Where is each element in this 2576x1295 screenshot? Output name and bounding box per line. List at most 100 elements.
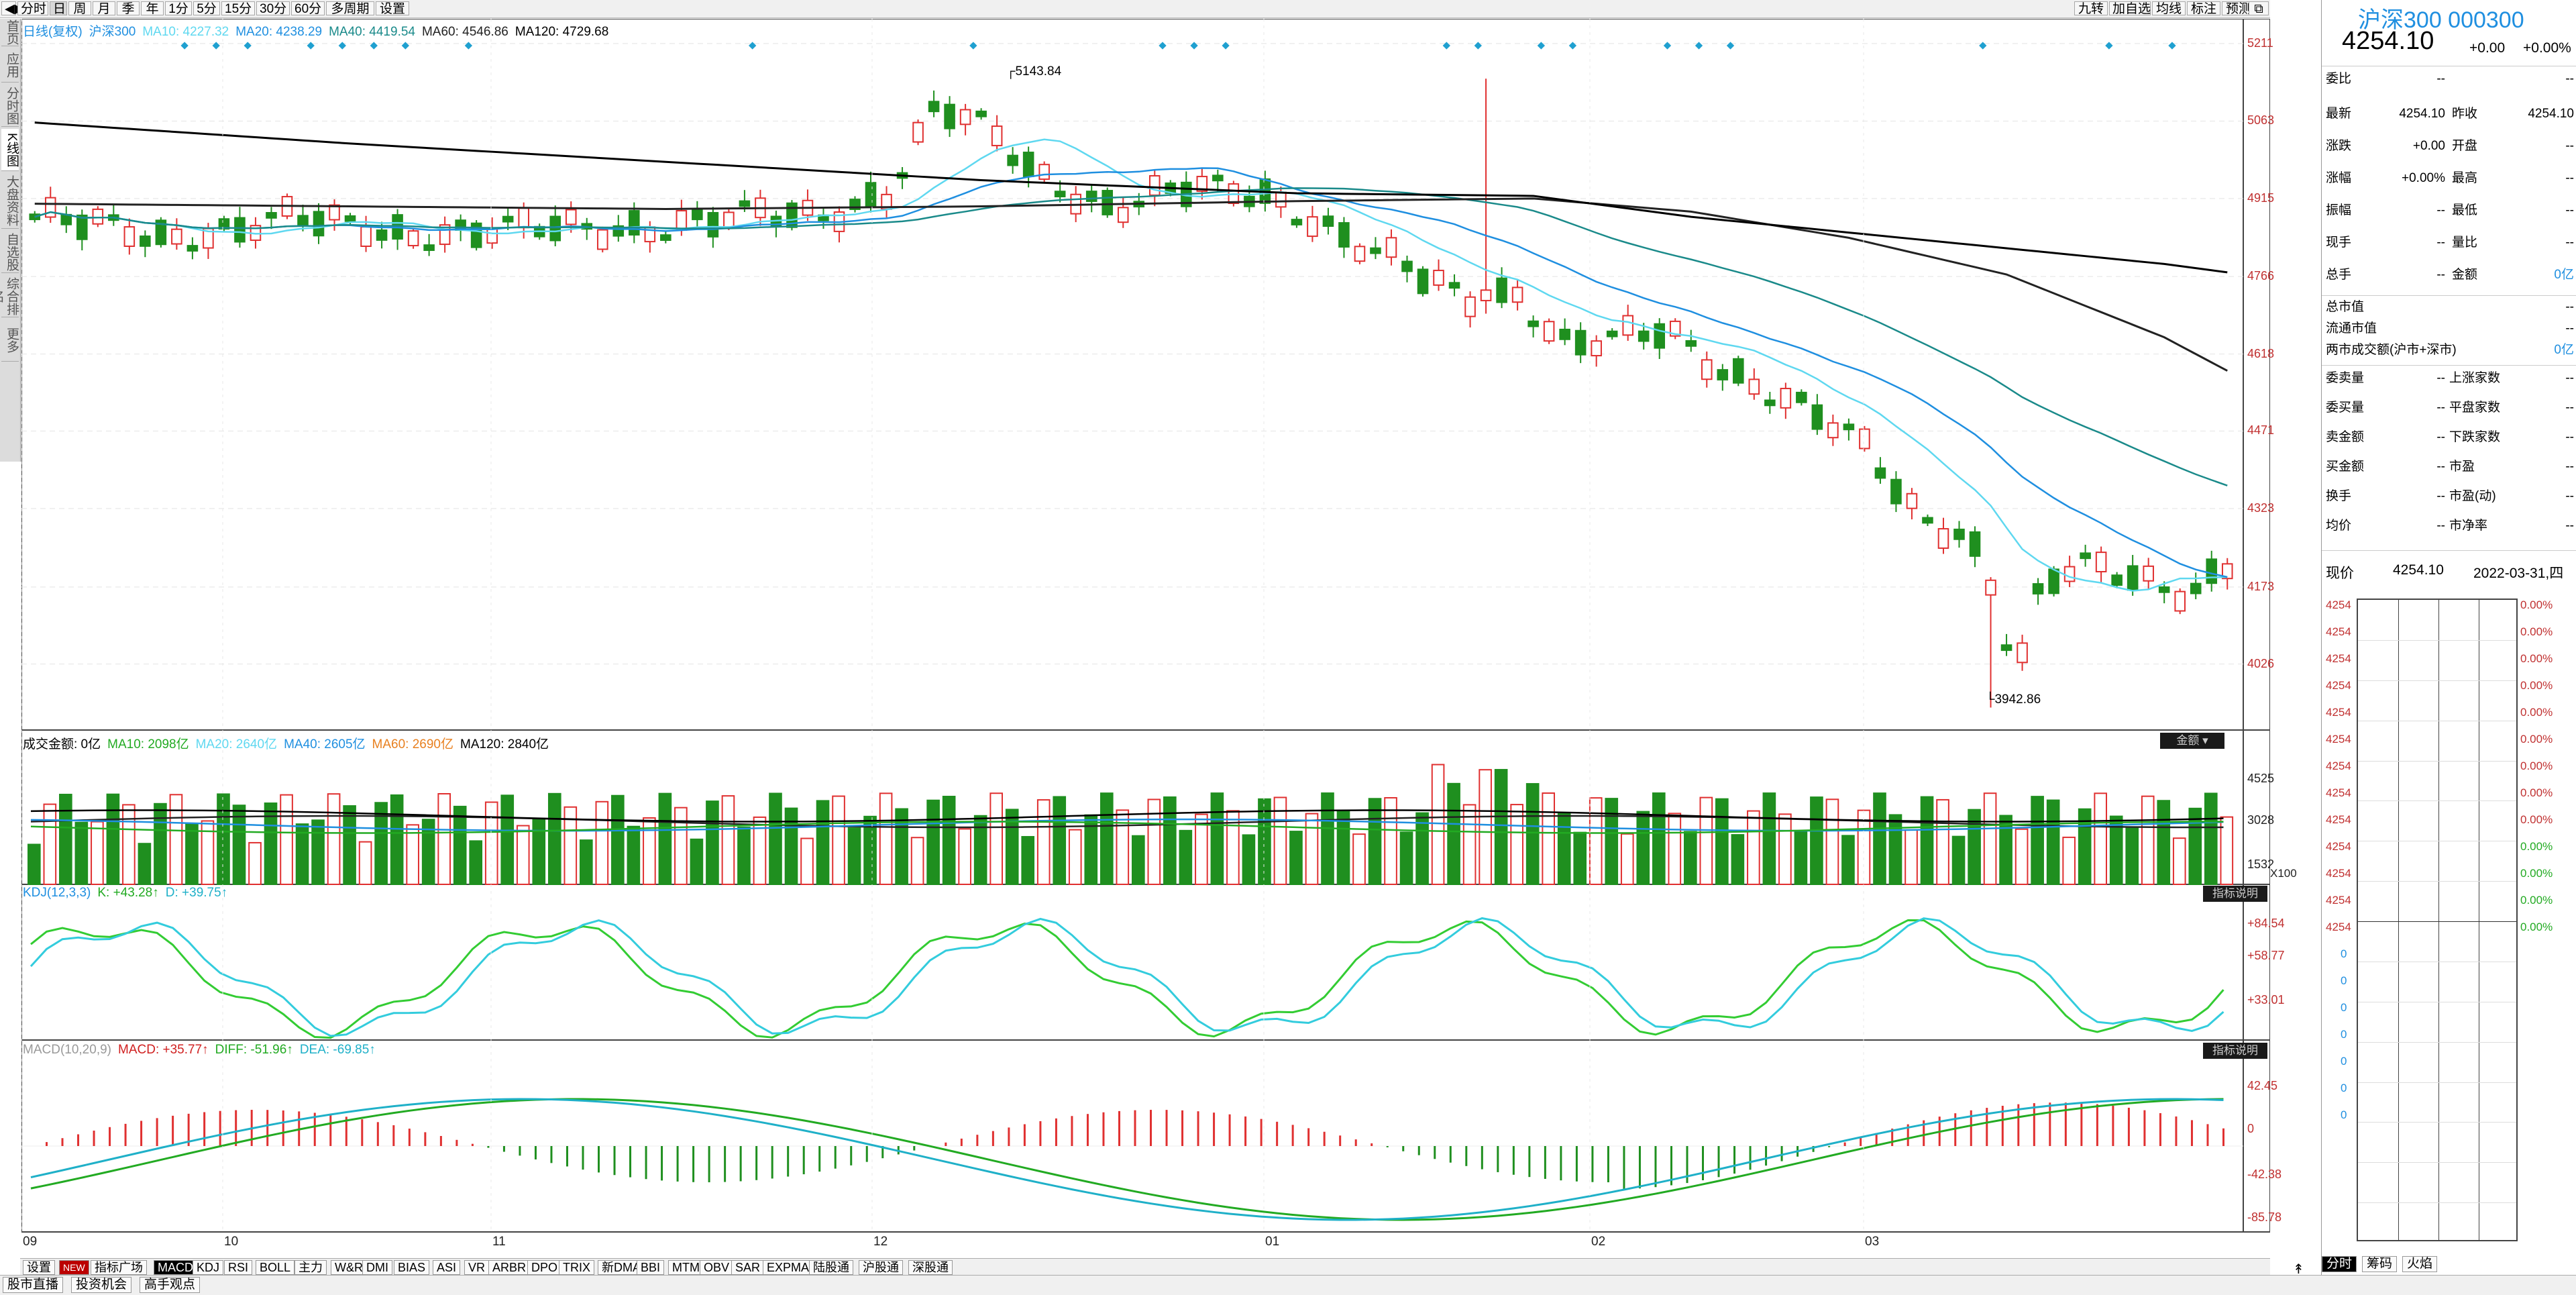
indicator-tab-5[interactable]: RSI: [224, 1260, 253, 1275]
main-ytick: 4915: [2247, 191, 2275, 205]
indicator-tab-20[interactable]: SAR: [731, 1260, 765, 1275]
quote-value: --: [2436, 268, 2445, 282]
panel-tab-2[interactable]: 火焰: [2402, 1256, 2438, 1272]
indicator-tab-15[interactable]: TRIX: [559, 1260, 595, 1275]
indicator-tab-22[interactable]: 陆股通: [809, 1260, 853, 1275]
period-tab-11[interactable]: 多周期: [326, 1, 374, 16]
indicator-tab-1[interactable]: NEW: [59, 1260, 89, 1275]
volume-bar: [910, 837, 924, 885]
volume-bar: [437, 793, 451, 886]
kdj-help-button[interactable]: 指标说明: [2203, 886, 2267, 902]
volume-bar: [1305, 813, 1319, 885]
left-nav-item-7[interactable]: 更多: [1, 319, 19, 362]
vol-ma10: [30, 821, 2224, 834]
indicator-tab-9[interactable]: DMI: [362, 1260, 392, 1275]
indicator-tab-18[interactable]: MTM: [668, 1260, 704, 1275]
quote-label-2: 金额: [2452, 268, 2478, 282]
left-nav-item-0[interactable]: 首页: [1, 19, 19, 46]
status-button-2[interactable]: 高手观点: [140, 1277, 201, 1293]
volume-bar: [1099, 792, 1114, 886]
collapse-arrow-icon[interactable]: ↟: [2293, 1262, 2304, 1277]
left-nav-item-1[interactable]: 应用: [1, 48, 19, 83]
high-annotation: ┌5143.84: [1006, 64, 1062, 79]
indicator-tab-14[interactable]: DPO: [527, 1260, 562, 1275]
period-tab-6[interactable]: 1分: [165, 1, 192, 16]
volume-bar: [1652, 792, 1666, 885]
chart-area[interactable]: 日线(复权) 沪深300 MA10: 4227.32 MA20: 4238.29 MA4…: [21, 19, 2297, 1279]
volume-bar: [1479, 769, 1492, 885]
status-button-0[interactable]: 股市直播: [3, 1277, 64, 1293]
indicator-tab-10[interactable]: BIAS: [394, 1260, 430, 1275]
period-tab-0[interactable]: 分时: [17, 1, 48, 16]
candle-body: [723, 211, 735, 228]
left-nav-item-5[interactable]: 自选股: [1, 231, 19, 273]
left-nav-item-4[interactable]: 大盘资料: [1, 173, 19, 229]
mini-grid-hline: [2358, 921, 2516, 922]
tool-btn-3[interactable]: 标注: [2187, 1, 2220, 16]
left-nav-item-6[interactable]: 综合排名: [0, 275, 19, 317]
period-tab-12[interactable]: 设置: [376, 1, 409, 16]
indicator-tab-12[interactable]: VR: [464, 1260, 490, 1275]
candle-body: [1906, 493, 1918, 509]
candle-body: [1606, 330, 1618, 338]
macd-help-button[interactable]: 指标说明: [2203, 1043, 2267, 1059]
indicator-tab-17[interactable]: BBI: [637, 1260, 665, 1275]
amount-toggle-button[interactable]: 金额 ▾: [2160, 733, 2224, 749]
indicator-tab-16[interactable]: 新DMA: [598, 1260, 645, 1275]
candle-body: [1417, 268, 1429, 295]
candle-body: [1307, 216, 1318, 238]
panel-tab-1[interactable]: 筹码: [2362, 1256, 2398, 1272]
period-tab-2[interactable]: 周: [68, 1, 91, 16]
kline-chart-svg[interactable]: [21, 19, 2270, 1259]
quote-change-pct: +0.00%: [2523, 40, 2571, 56]
volume-bar: [863, 815, 877, 886]
candle-body: [1874, 467, 1886, 479]
x-tick-0: 09: [23, 1235, 38, 1249]
mini-grid-hline: [2358, 760, 2516, 762]
indicator-tab-2[interactable]: 指标广场: [91, 1260, 147, 1275]
period-tab-1[interactable]: 日: [50, 1, 67, 16]
volume-bar: [1888, 814, 1902, 885]
mini-grid-pct: 0.00%: [2520, 679, 2553, 692]
indicator-tab-23[interactable]: 沪股通: [859, 1260, 903, 1275]
candle-body: [140, 235, 151, 247]
ma60-line: [34, 197, 2228, 372]
status-button-1[interactable]: 投资机会: [71, 1277, 132, 1293]
quote-label: 委比: [2326, 72, 2352, 86]
period-tab-9[interactable]: 30分: [256, 1, 290, 16]
left-nav-item-3[interactable]: K线图: [1, 129, 19, 171]
panel-tab-0[interactable]: 分时: [2322, 1256, 2357, 1272]
mini-grid-pct: 0.00%: [2520, 894, 2553, 907]
volume-bar: [1841, 835, 1855, 885]
indicator-tab-8[interactable]: W&R: [331, 1260, 367, 1275]
period-tab-4[interactable]: 季: [117, 1, 140, 16]
indicator-tab-21[interactable]: EXPMA: [763, 1260, 814, 1275]
prev-arrow-icon[interactable]: ◀▶: [1, 1, 24, 16]
tool-btn-2[interactable]: 均线: [2152, 1, 2186, 16]
volume-bar: [2078, 808, 2092, 886]
left-nav-item-2[interactable]: 分时图: [1, 85, 19, 127]
tool-btn-4[interactable]: 预测: [2222, 1, 2255, 16]
tool-btn-1[interactable]: 加自选: [2109, 1, 2151, 16]
candle-body: [1780, 387, 1792, 409]
indicator-tab-13[interactable]: ARBR: [488, 1260, 531, 1275]
period-tab-5[interactable]: 年: [141, 1, 164, 16]
indicator-tab-11[interactable]: ASI: [433, 1260, 461, 1275]
period-tab-8[interactable]: 15分: [221, 1, 255, 16]
quote-row-4: 振幅 -- 最低 --: [2322, 203, 2576, 219]
indicator-tab-6[interactable]: BOLL: [256, 1260, 295, 1275]
macd-label: MACD(10,20,9): [23, 1043, 111, 1057]
x-tick-6: 03: [1865, 1235, 1880, 1249]
breadth-row-5: 均价 -- 市净率 --: [2322, 518, 2576, 534]
period-tab-3[interactable]: 月: [93, 1, 115, 16]
indicator-tab-4[interactable]: KDJ: [193, 1260, 224, 1275]
indicator-tab-19[interactable]: OBV: [700, 1260, 734, 1275]
indicator-tab-7[interactable]: 主力: [294, 1260, 327, 1275]
indicator-tab-0[interactable]: 设置: [23, 1260, 55, 1275]
indicator-tab-3[interactable]: MACD: [154, 1260, 197, 1275]
tool-btn-0[interactable]: 九转: [2074, 1, 2108, 16]
period-tab-10[interactable]: 60分: [291, 1, 325, 16]
period-tab-7[interactable]: 5分: [193, 1, 220, 16]
indicator-tab-24[interactable]: 深股通: [908, 1260, 953, 1275]
copy-icon[interactable]: ⧉: [2249, 1, 2269, 16]
